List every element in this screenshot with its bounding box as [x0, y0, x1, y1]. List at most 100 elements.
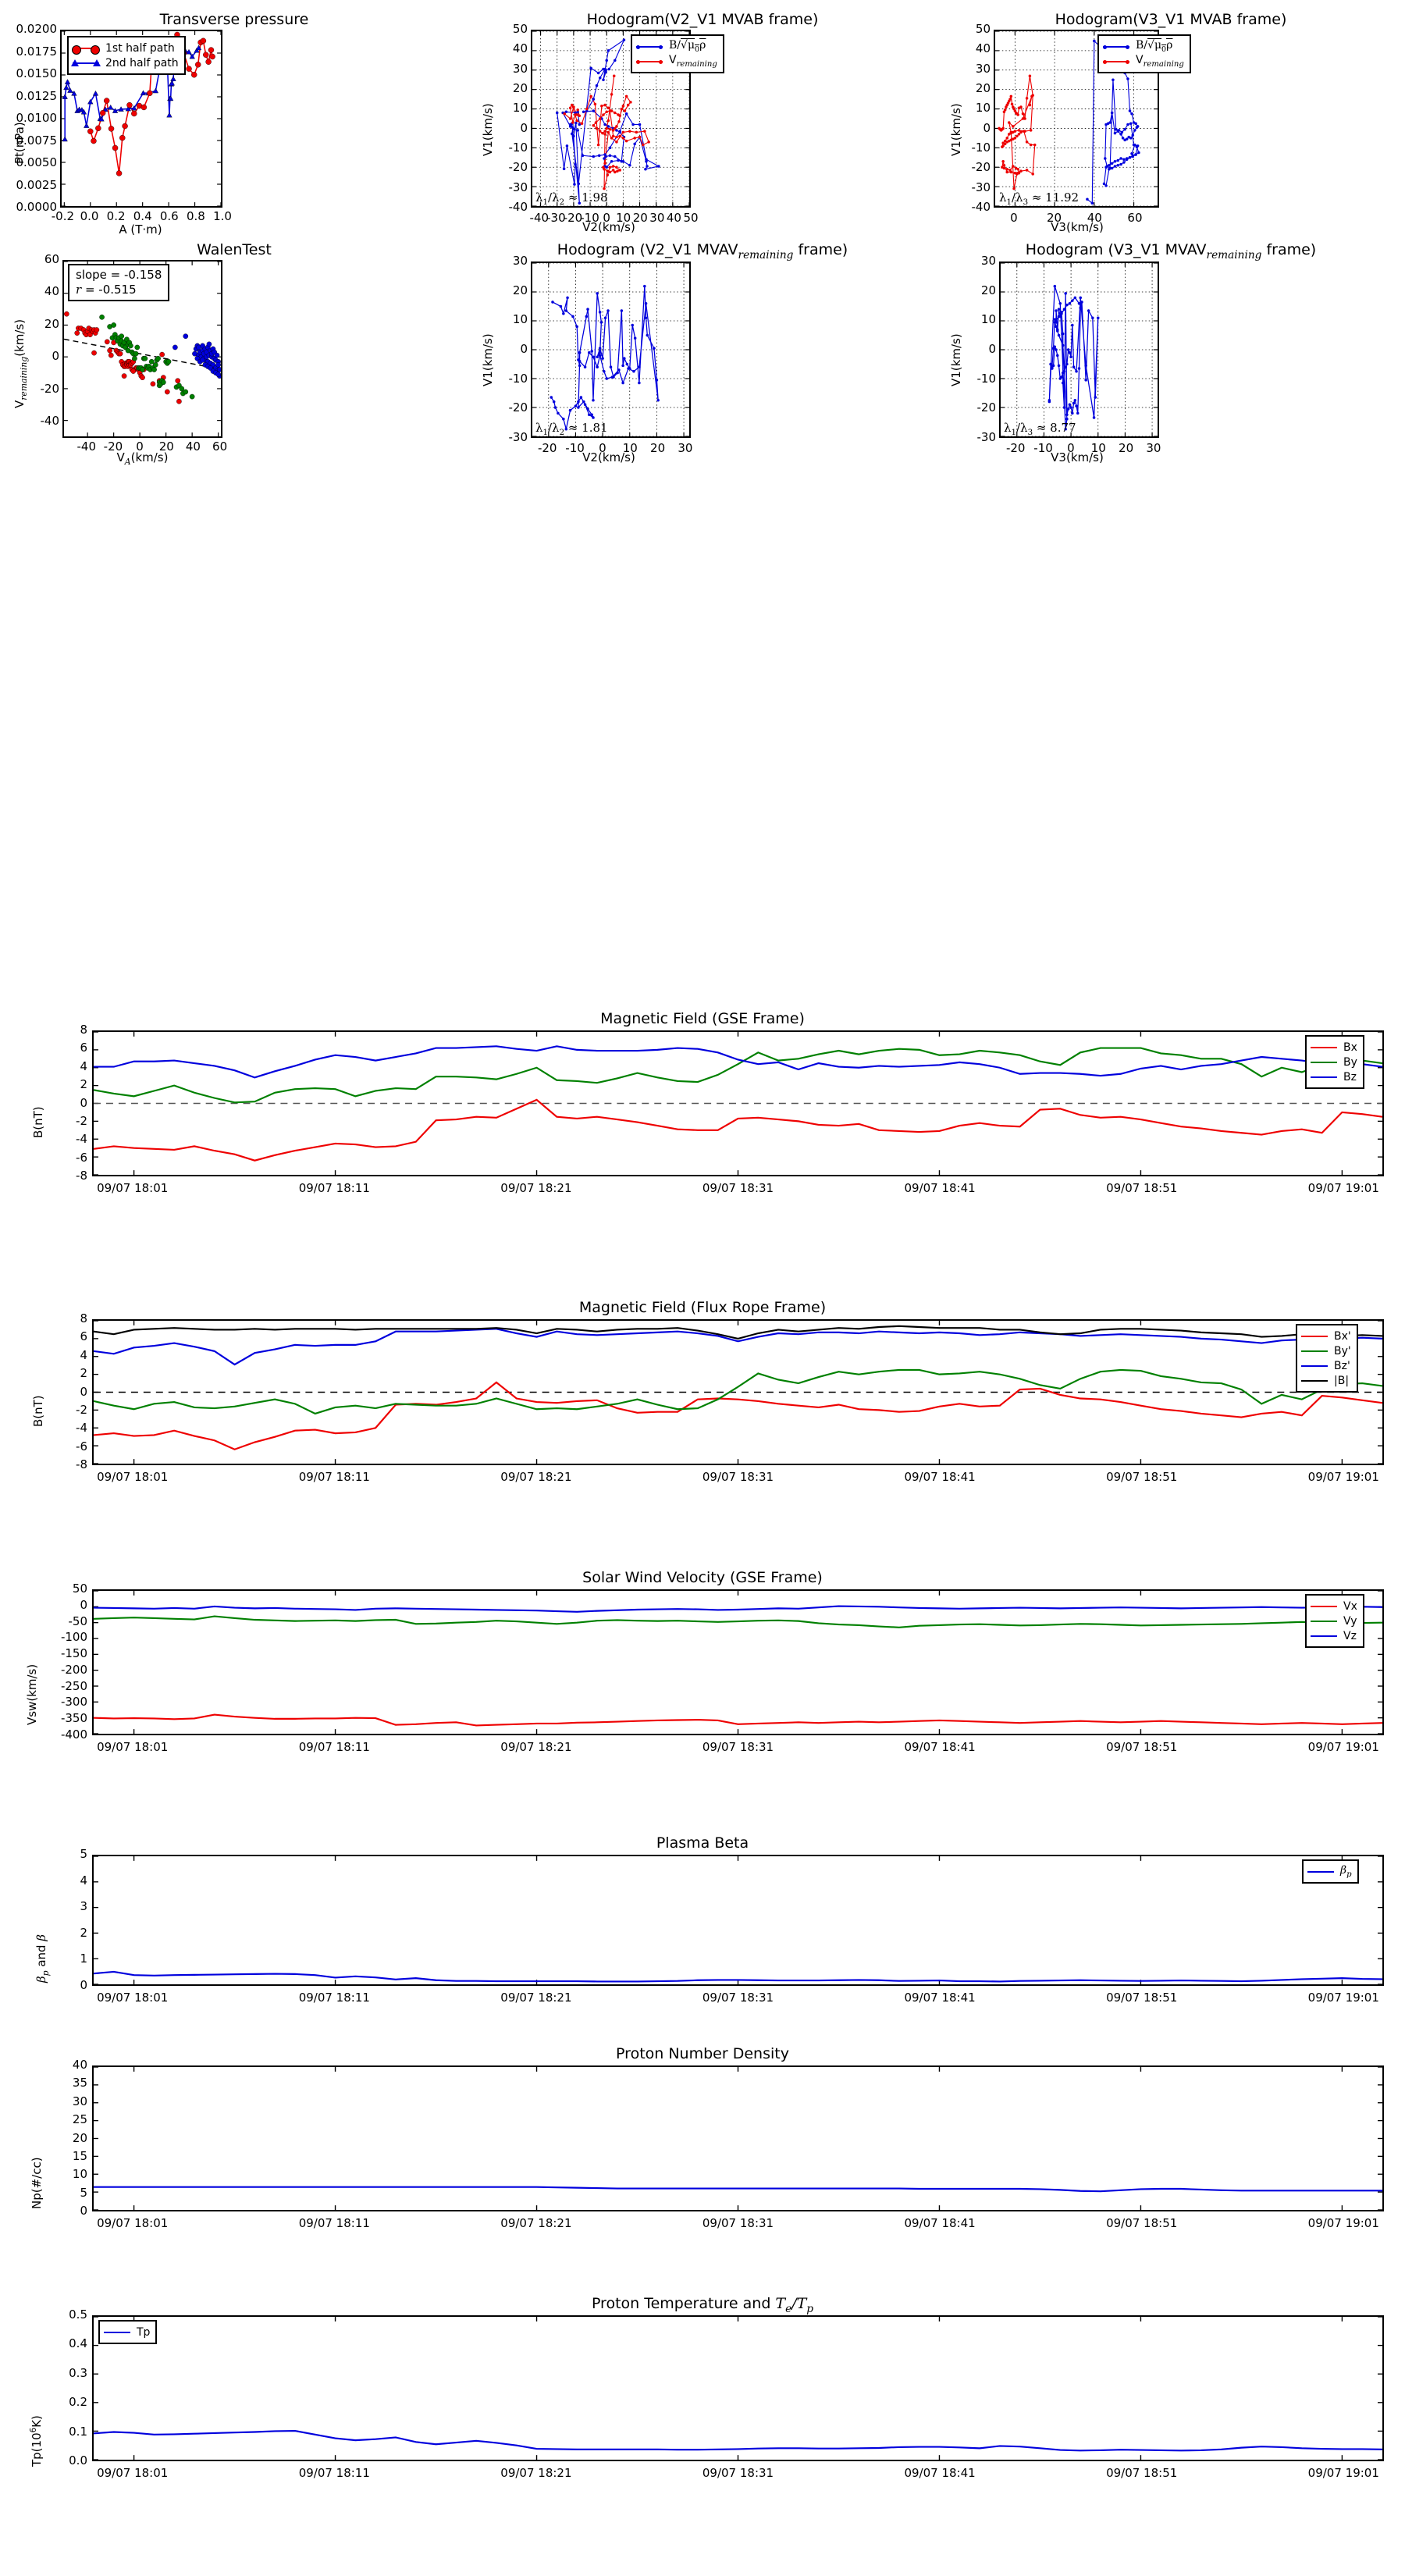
y-tick-label: -400 [60, 1727, 87, 1742]
axis-label-x: VA(km/s) [116, 450, 169, 467]
legend-label-b-alfven: B/√μ0ρ [669, 39, 706, 54]
x-tick-label: 09/07 18:11 [298, 1740, 370, 1754]
x-tick-label: -10 [565, 441, 585, 455]
x-tick-label: 09/07 18:31 [702, 2216, 774, 2230]
legend-marker-red [1103, 59, 1129, 64]
x-tick-label: -10 [580, 211, 599, 225]
y-tick-label: -150 [60, 1646, 87, 1661]
legend-item: By' [1301, 1343, 1351, 1358]
x-tick-label: 09/07 18:21 [500, 1470, 572, 1484]
y-tick-label: -20 [508, 400, 528, 415]
legend-item: Vy [1311, 1614, 1357, 1628]
x-tick-label: 0 [1010, 211, 1018, 225]
y-tick-label: 35 [72, 2076, 87, 2090]
legend-label-beta-p: βp [1340, 1864, 1352, 1879]
y-tick-label: 0.0125 [16, 88, 58, 103]
legend-label: Tp [137, 2325, 151, 2339]
legend-item: Vz [1311, 1628, 1357, 1643]
x-tick-label: 09/07 18:51 [1106, 2216, 1178, 2230]
y-tick-label: -20 [40, 381, 60, 396]
y-tick-label: 50 [512, 22, 528, 36]
legend-label: By' [1334, 1344, 1351, 1357]
plot-svg [532, 263, 689, 436]
plot-svg [94, 2067, 1382, 2210]
x-tick-label: -40 [76, 439, 97, 454]
plot-area [92, 1589, 1384, 1735]
x-tick-label: 0 [603, 211, 610, 225]
panel-title: Proton Number Density [616, 2045, 789, 2062]
legend-label-b-alfven: B/√μ0ρ [1136, 39, 1173, 54]
x-tick-label: 09/07 18:21 [500, 2466, 572, 2480]
slope-value: slope = -0.158 [76, 268, 162, 282]
legend-label: Bz' [1334, 1359, 1350, 1372]
x-tick-label: 0 [1067, 441, 1075, 455]
y-tick-label: 0.2 [69, 2395, 87, 2410]
x-tick-label: 09/07 18:31 [702, 1470, 774, 1484]
legend-label: Bx [1343, 1041, 1357, 1054]
legend-b-gse: Bx By Bz [1305, 1035, 1364, 1089]
x-tick-label: -10 [1033, 441, 1053, 455]
y-tick-label: -30 [508, 430, 528, 444]
plot-area [92, 1030, 1384, 1176]
x-tick-label: -40 [529, 211, 550, 225]
x-tick-label: 09/07 19:01 [1307, 1991, 1379, 2005]
y-tick-label: 0 [80, 2204, 87, 2218]
y-tick-label: -200 [60, 1662, 87, 1677]
y-tick-label: 20 [980, 283, 996, 297]
y-tick-label: -6 [76, 1150, 87, 1165]
legend-hodogram-1: B/√μ0ρ Vremaining [631, 34, 724, 73]
y-tick-label: 6 [80, 1041, 87, 1055]
plot-area [92, 2065, 1384, 2211]
panel-hodogram-v3v1-mvav: Hodogram (V3_V1 MVAVremaining frame) V1(… [937, 238, 1405, 464]
plot-svg [94, 2317, 1382, 2460]
legend-item: By [1311, 1055, 1357, 1069]
legend-label: Bz [1343, 1070, 1357, 1083]
y-tick-label: -6 [76, 1439, 87, 1453]
y-tick-label: 0 [80, 1095, 87, 1110]
y-tick-label: -40 [971, 200, 991, 214]
x-tick-label: 0.8 [186, 209, 205, 223]
legend-item: Bx' [1301, 1329, 1351, 1343]
y-tick-label: 0 [80, 1384, 87, 1399]
y-tick-label: 0.0100 [16, 111, 58, 125]
y-tick-label: 20 [975, 81, 991, 95]
axis-label-y: Np(#/cc) [30, 2157, 44, 2209]
y-tick-label: -30 [971, 180, 991, 194]
x-tick-label: 0.4 [133, 209, 152, 223]
legend-label: 2nd half path [105, 56, 179, 69]
x-tick-label: -20 [537, 441, 557, 455]
x-tick-label: 20 [158, 439, 174, 454]
x-tick-label: 09/07 18:31 [702, 1181, 774, 1195]
axis-label-y: V1(km/s) [481, 103, 495, 156]
y-tick-label: -10 [971, 141, 991, 155]
x-tick-label: 09/07 18:41 [904, 1470, 976, 1484]
axis-label-x: V2(km/s) [582, 450, 635, 464]
x-tick-label: 09/07 19:01 [1307, 1470, 1379, 1484]
legend-marker-bzp [1301, 1364, 1328, 1367]
y-tick-label: 5 [80, 1847, 87, 1861]
x-tick-label: 09/07 18:41 [904, 2466, 976, 2480]
y-tick-label: 0.1 [69, 2424, 87, 2439]
y-tick-label: 0.5 [69, 2307, 87, 2322]
legend-marker-vy [1311, 1620, 1337, 1622]
y-tick-label: 60 [44, 252, 59, 266]
y-tick-label: 30 [512, 254, 528, 268]
y-tick-label: 8 [80, 1023, 87, 1037]
x-tick-label: -20 [103, 439, 123, 454]
plot-svg [94, 1321, 1382, 1464]
legend-label: 1st half path [105, 41, 175, 55]
legend-label: Vz [1343, 1629, 1357, 1642]
axis-label-y: Tp(106K) [30, 2415, 44, 2467]
x-tick-label: 09/07 18:21 [500, 2216, 572, 2230]
legend-label: Bx' [1334, 1329, 1351, 1343]
x-tick-label: 09/07 18:11 [298, 2466, 370, 2480]
legend-item: βp [1307, 1864, 1352, 1879]
y-tick-label: 15 [72, 2148, 87, 2163]
legend-item: B/√μ0ρ [636, 39, 717, 54]
legend-item: Bz [1311, 1069, 1357, 1084]
y-tick-label: 0.0050 [16, 155, 58, 169]
y-tick-label: -4 [76, 1132, 87, 1147]
legend-plasma-beta: βp [1302, 1859, 1359, 1884]
x-tick-label: 30 [649, 211, 665, 225]
y-tick-label: 4 [80, 1347, 87, 1362]
